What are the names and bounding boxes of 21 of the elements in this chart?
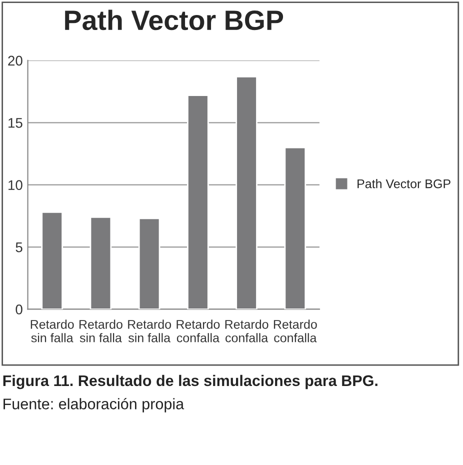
x-tick-label: Retardo confalla [225,320,268,342]
bar [284,146,306,310]
y-tick-label: 10 [8,180,22,190]
chart-title: Path Vector BGP [65,10,284,30]
x-tick-label: Retardo sin falla [128,320,172,342]
y-tick-label: 0 [16,304,22,314]
bar [187,94,209,310]
x-tick-label: Retardo sin falla [30,320,74,342]
source-note: Fuente: elaboración propia [4,398,184,412]
x-tick-label: Retardo sin falla [79,320,122,342]
bar [138,218,160,310]
text: Figura 11. Resultado de las simulaciones para BPG. [3,374,378,390]
bar [236,76,258,310]
bar [41,212,63,310]
y-tick-label: 5 [16,242,22,252]
x-tick-label: Retardo confalla [176,320,220,342]
y-tick-label: 15 [8,118,22,128]
y-tick-label: 20 [8,56,22,66]
legend-label: Path Vector BGP [358,179,450,188]
x-tick-label: Retardo confalla [274,320,317,342]
bar [90,216,112,310]
